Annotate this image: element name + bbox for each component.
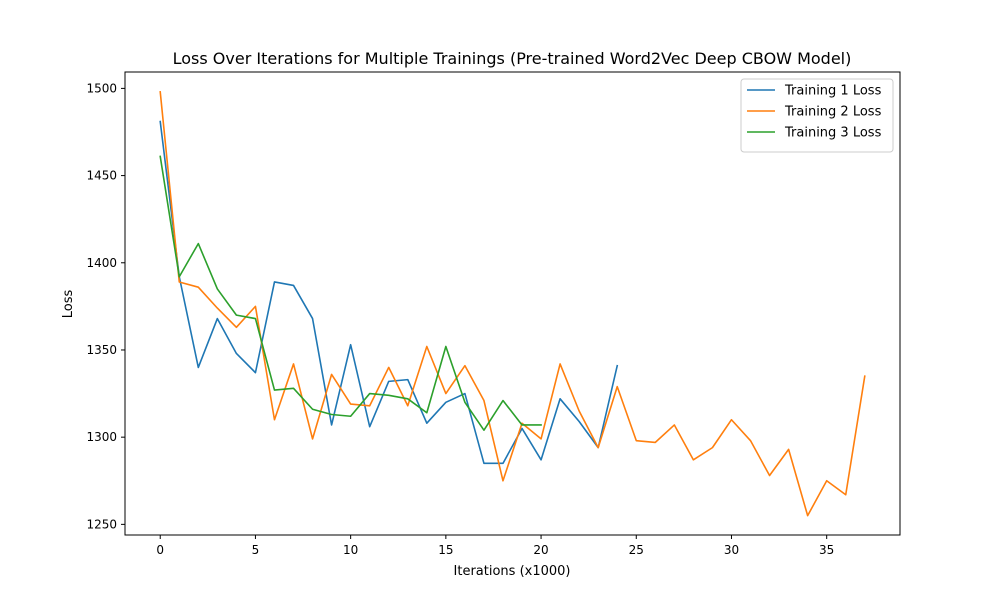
y-tick-label: 1400 bbox=[86, 256, 117, 270]
x-tick-label: 25 bbox=[629, 543, 644, 557]
y-tick-label: 1450 bbox=[86, 169, 117, 183]
legend-label-training-3: Training 3 Loss bbox=[784, 126, 882, 141]
x-tick-label: 10 bbox=[343, 543, 358, 557]
x-tick-label: 15 bbox=[438, 543, 453, 557]
legend-label-training-1: Training 1 Loss bbox=[784, 84, 882, 99]
x-axis-label: Iterations (x1000) bbox=[454, 564, 571, 579]
x-tick-label: 5 bbox=[252, 543, 260, 557]
y-tick-label: 1500 bbox=[86, 81, 117, 95]
series-line-training-2 bbox=[159, 91, 866, 517]
chart-title: Loss Over Iterations for Multiple Traini… bbox=[173, 49, 852, 68]
legend-box bbox=[740, 78, 894, 153]
y-tick-label: 1250 bbox=[86, 517, 117, 531]
x-tick-label: 0 bbox=[156, 543, 164, 557]
y-tick-label: 1350 bbox=[86, 343, 117, 357]
y-tick-label: 1300 bbox=[86, 430, 117, 444]
legend: Training 1 Loss Training 2 Loss Training 3… bbox=[740, 78, 894, 153]
legend-label-training-2: Training 2 Loss bbox=[784, 105, 882, 120]
plot-area: 0 5 10 15 20 25 30 35 1250 1300 1350 1400 1450 1500 bbox=[86, 71, 901, 557]
x-tick-label: 35 bbox=[819, 543, 834, 557]
axes-frame bbox=[124, 71, 901, 536]
series-line-training-1 bbox=[159, 120, 619, 465]
x-tick-label: 20 bbox=[533, 543, 548, 557]
x-tick-label: 30 bbox=[724, 543, 739, 557]
series-line-training-3 bbox=[159, 155, 542, 431]
y-axis-label: Loss bbox=[61, 290, 76, 319]
